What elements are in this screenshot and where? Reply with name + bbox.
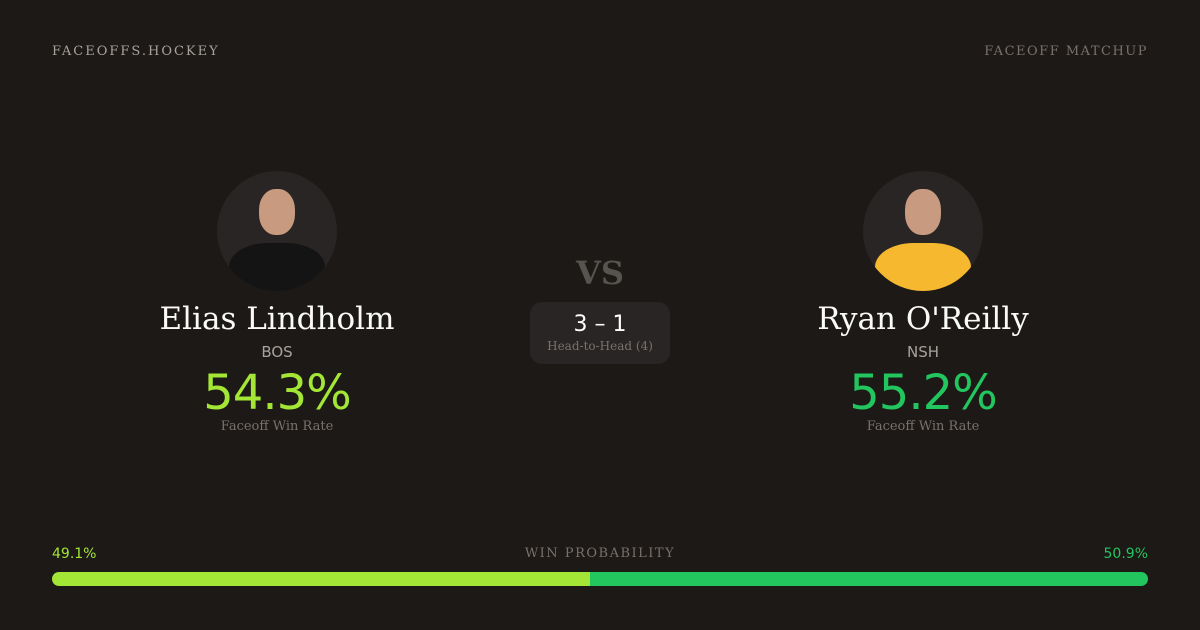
vs-label: VS	[576, 254, 624, 292]
page-tag: FACEOFF MATCHUP	[984, 44, 1148, 59]
player-right: Ryan O'Reilly NSH 55.2% Faceoff Win Rate	[723, 171, 1123, 434]
bar-left-segment	[52, 572, 591, 586]
win-prob-title: WIN PROBABILITY	[524, 546, 676, 561]
avatar	[217, 171, 337, 291]
avatar	[863, 171, 983, 291]
win-rate-label: Faceoff Win Rate	[866, 419, 980, 434]
player-left: Elias Lindholm BOS 54.3% Faceoff Win Rat…	[77, 171, 477, 434]
player-name: Elias Lindholm	[159, 301, 395, 337]
win-rate-label: Faceoff Win Rate	[220, 419, 334, 434]
player-team: NSH	[906, 343, 940, 361]
player-name: Ryan O'Reilly	[817, 301, 1029, 337]
h2h-label: Head-to-Head (4)	[547, 339, 653, 353]
player-team: BOS	[261, 343, 293, 361]
player-win-rate: 54.3%	[203, 365, 351, 421]
site-brand: FACEOFFS.HOCKEY	[52, 44, 220, 59]
bar-right-segment	[590, 572, 1148, 586]
player-win-rate: 55.2%	[849, 365, 997, 421]
head-to-head-box: 3 – 1 Head-to-Head (4)	[530, 302, 670, 364]
win-prob-left: 49.1%	[52, 546, 97, 562]
h2h-score: 3 – 1	[573, 312, 627, 337]
win-probability-bar	[52, 572, 1148, 586]
win-prob-right: 50.9%	[1103, 546, 1148, 562]
